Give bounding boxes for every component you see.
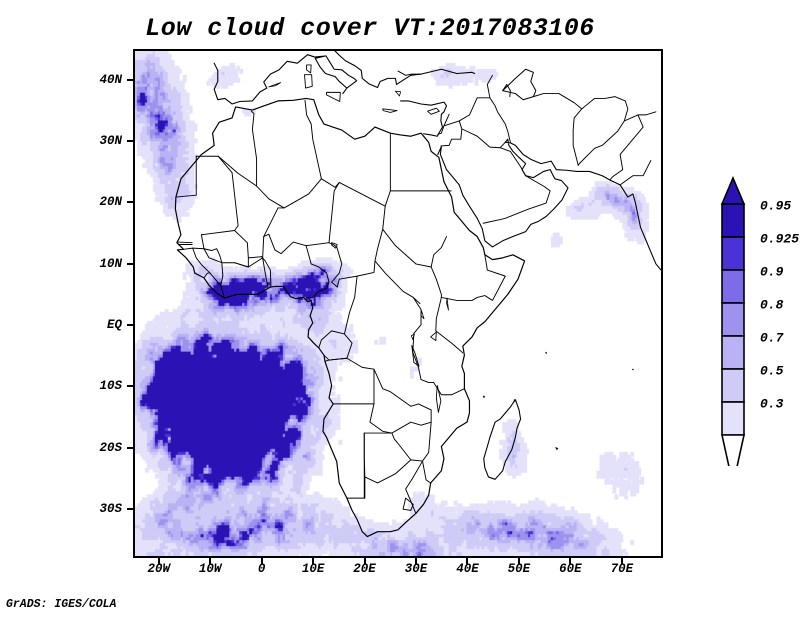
x-axis-label-30E: 30E — [404, 562, 428, 576]
colorbar-label-0.925: 0.925 — [760, 231, 800, 247]
y-axis-label-30N: 30N — [99, 133, 122, 148]
y-axis-label-20S: 20S — [99, 440, 122, 455]
x-axis-label-10E: 10E — [301, 562, 325, 576]
x-axis-tick — [620, 558, 623, 564]
x-axis-label-20W: 20W — [147, 562, 170, 576]
colorbar-band-4 — [721, 335, 745, 370]
colorbar-band-5 — [721, 368, 745, 403]
colorbar-arrow-max — [720, 176, 746, 205]
x-axis-label-40E: 40E — [456, 562, 479, 576]
x-axis-tick — [312, 558, 315, 564]
x-axis-label-50E: 50E — [507, 562, 531, 576]
x-axis-label-60E: 60E — [559, 562, 582, 576]
y-axis-label-10S: 10S — [99, 379, 122, 394]
y-axis-label-20N: 20N — [99, 195, 122, 210]
colorbar-band-1 — [721, 236, 745, 271]
y-axis-label-EQ: EQ — [106, 317, 122, 332]
colorbar-arrow-min — [721, 434, 745, 466]
x-axis-tick — [466, 558, 469, 564]
y-axis-label-30S: 30S — [99, 501, 122, 516]
y-axis-tick — [127, 507, 133, 510]
y-axis-tick — [127, 446, 133, 449]
y-axis-tick — [127, 201, 133, 204]
x-axis-tick — [517, 558, 520, 564]
y-axis-tick — [127, 262, 133, 265]
x-axis-label-20E: 20E — [353, 562, 376, 576]
x-axis-label-70E: 70E — [610, 562, 634, 576]
x-axis-tick — [415, 558, 417, 564]
colorbar-label-0.3: 0.3 — [760, 396, 784, 412]
colorbar-band-0 — [721, 203, 745, 238]
map-plot-area[interactable] — [133, 49, 663, 558]
y-axis-tick — [127, 78, 133, 81]
colorbar-label-0.7: 0.7 — [760, 330, 784, 346]
y-axis-tick — [127, 385, 133, 388]
colorbar-swatches — [720, 176, 746, 466]
x-axis-tick — [260, 558, 263, 564]
page-title: Low cloud cover VT:2017083106 — [145, 14, 595, 43]
attribution-footer: GrADS: IGES/COLA — [6, 598, 117, 611]
y-axis-tick — [127, 323, 133, 326]
colorbar-band-2 — [721, 269, 745, 304]
colorbar-label-0.9: 0.9 — [760, 264, 784, 280]
y-axis-label-40N: 40N — [99, 72, 122, 87]
y-axis-tick — [127, 139, 133, 142]
x-axis-tick — [363, 558, 366, 564]
y-axis-label-10N: 10N — [99, 256, 122, 271]
x-axis-tick — [209, 558, 212, 564]
colorbar-label-0.8: 0.8 — [760, 297, 784, 313]
x-axis-label-0: 0 — [257, 562, 266, 576]
cloud-cover-raster — [135, 51, 661, 556]
colorbar-band-6 — [721, 401, 745, 436]
x-axis-label-10W: 10W — [198, 562, 222, 576]
colorbar-label-0.5: 0.5 — [760, 363, 784, 379]
x-axis-tick — [157, 558, 160, 564]
colorbar-label-0.95: 0.95 — [760, 198, 792, 214]
colorbar-band-3 — [721, 302, 745, 337]
x-axis-tick — [569, 558, 572, 564]
colorbar[interactable]: 0.95 0.925 0.9 0.8 0.7 0.5 0.3 — [714, 176, 800, 466]
